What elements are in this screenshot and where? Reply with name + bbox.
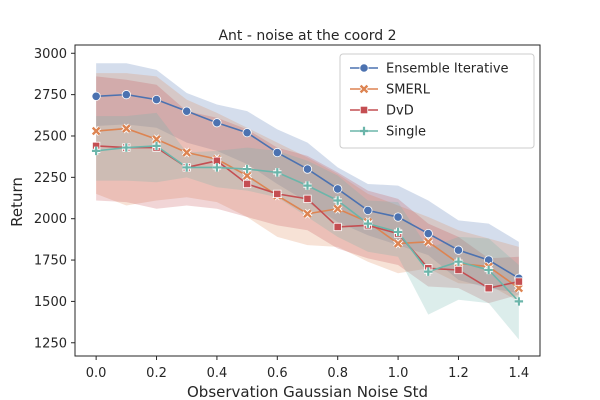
x-tick-label: 1.2 — [448, 366, 469, 381]
point-ensemble-iterative — [333, 184, 343, 194]
point-dvd — [514, 277, 523, 286]
point-ensemble-iterative — [423, 228, 433, 239]
point-ensemble-iterative — [242, 128, 252, 138]
band-single — [96, 112, 519, 340]
point-dvd — [454, 265, 463, 275]
y-tick-label: 3000 — [34, 47, 67, 62]
x-tick-label: 0.0 — [86, 366, 107, 381]
point-single — [152, 141, 161, 151]
x-axis-label: Observation Gaussian Noise Std — [187, 383, 428, 400]
point-single — [212, 163, 222, 172]
point-single — [242, 164, 252, 174]
y-tick-label: 1500 — [34, 295, 67, 310]
plot-frame — [74, 44, 541, 357]
point-dvd — [243, 179, 252, 189]
legend: Ensemble Iterative SMERL DvD Single — [339, 53, 535, 149]
y-axis-label: Return — [8, 177, 26, 227]
band-ensemble-iterative — [96, 63, 519, 294]
point-single — [333, 196, 342, 205]
x-tick-label: 0.8 — [327, 366, 348, 381]
y-axis-ticks: 1250 1500 1750 2000 2250 2500 2750 3000 — [34, 47, 75, 351]
point-smerl — [181, 147, 192, 158]
point-single — [91, 146, 101, 156]
point-dvd — [333, 222, 342, 232]
y-tick-label: 2250 — [34, 171, 67, 186]
legend-marker-ensemble-iterative — [359, 63, 369, 73]
point-single — [454, 257, 463, 266]
point-ensemble-iterative — [393, 212, 403, 222]
point-smerl — [393, 238, 403, 249]
point-single — [363, 219, 373, 228]
x-tick-label: 0.2 — [146, 366, 167, 381]
legend-marker-dvd — [359, 105, 369, 115]
point-ensemble-iterative — [151, 94, 162, 105]
point-smerl — [121, 123, 132, 134]
y-tick-label: 2000 — [34, 212, 67, 227]
point-smerl — [513, 283, 524, 294]
point-dvd — [303, 194, 312, 203]
point-single — [303, 181, 312, 190]
legend-label-smerl: SMERL — [386, 83, 431, 98]
point-smerl — [242, 170, 252, 181]
legend-box — [339, 53, 535, 149]
point-dvd — [484, 284, 493, 293]
point-smerl — [91, 126, 102, 136]
point-ensemble-iterative — [212, 118, 222, 128]
y-tick-label: 1750 — [34, 254, 67, 269]
point-single — [514, 297, 524, 306]
y-tick-label: 2750 — [34, 88, 67, 103]
point-single — [393, 227, 403, 237]
legend-marker-single — [359, 126, 369, 136]
point-ensemble-iterative — [302, 164, 313, 174]
point-ensemble-iterative — [453, 245, 464, 255]
legend-label-ensemble-iterative: Ensemble Iterative — [386, 62, 509, 77]
legend-label-single: Single — [386, 125, 426, 140]
point-smerl — [151, 134, 162, 145]
legend-label-dvd: DvD — [386, 104, 414, 119]
point-single — [424, 267, 433, 276]
point-single — [484, 265, 493, 275]
legend-marker-smerl — [359, 84, 369, 94]
x-tick-label: 1.4 — [509, 366, 530, 381]
series-markers — [91, 90, 524, 306]
point-smerl — [423, 236, 434, 247]
point-ensemble-iterative — [272, 147, 282, 158]
x-axis-ticks: 0.0 0.2 0.4 0.6 0.8 1.0 1.2 1.4 — [86, 356, 529, 381]
point-single — [273, 168, 282, 177]
point-ensemble-iterative — [182, 106, 192, 116]
x-tick-label: 0.6 — [267, 366, 288, 381]
point-smerl — [302, 208, 313, 219]
x-tick-label: 0.4 — [207, 366, 228, 381]
point-ensemble-iterative — [121, 90, 131, 100]
chart-title: Ant - noise at the coord 2 — [218, 28, 396, 44]
point-single — [182, 163, 191, 172]
point-ensemble-iterative — [91, 91, 101, 101]
point-single — [122, 143, 131, 152]
y-tick-label: 1250 — [34, 336, 67, 351]
point-smerl — [332, 203, 343, 214]
x-tick-label: 1.0 — [388, 366, 409, 381]
point-dvd — [273, 189, 282, 198]
point-ensemble-iterative — [363, 205, 373, 216]
y-tick-label: 2500 — [34, 129, 67, 144]
